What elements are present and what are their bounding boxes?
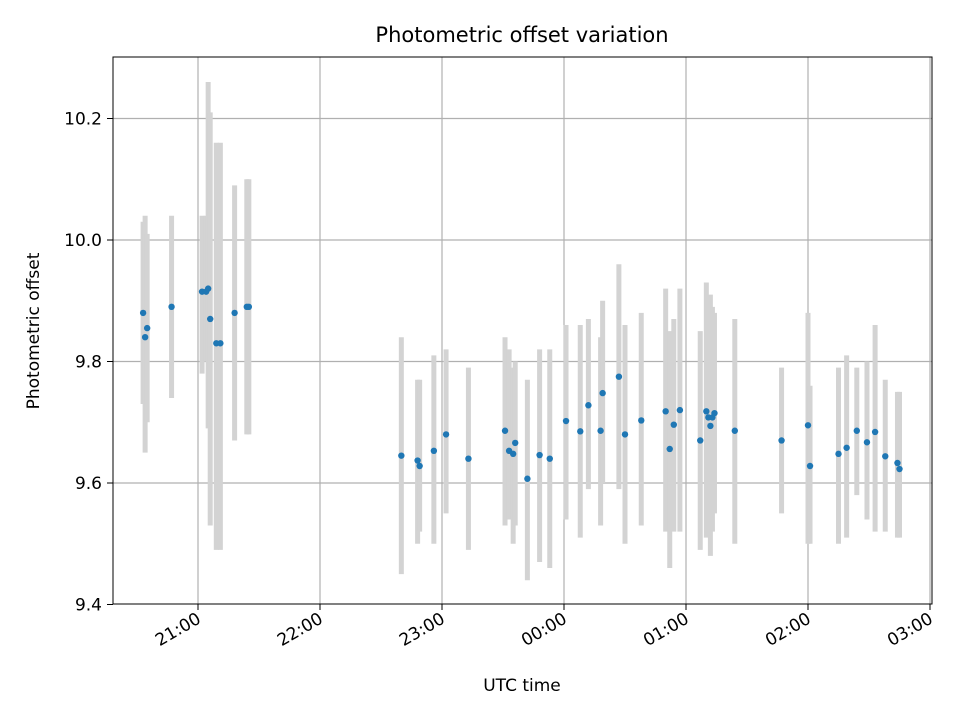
data-point [143, 324, 151, 332]
data-point [703, 408, 710, 415]
data-point [245, 303, 253, 311]
data-point [207, 315, 214, 323]
data-point [894, 459, 901, 467]
data-point [638, 417, 645, 424]
x-axis-label: UTC time [483, 676, 561, 696]
data-point [577, 428, 584, 435]
data-point [536, 451, 543, 459]
y-axis-label: Photometric offset [24, 252, 44, 409]
data-point [863, 439, 871, 446]
y-tick-label: 10.0 [64, 231, 102, 251]
data-point [501, 427, 509, 434]
data-point [204, 285, 212, 292]
plot-frame [112, 56, 933, 605]
data-point [882, 453, 889, 460]
data-point [168, 303, 175, 311]
data-point [585, 402, 592, 409]
data-point [141, 334, 149, 341]
data-point [231, 309, 238, 317]
data-point [465, 455, 472, 462]
data-point [843, 444, 850, 451]
y-tick-label: 9.4 [75, 596, 102, 616]
data-point [835, 450, 842, 458]
data-point [806, 462, 814, 470]
data-point [509, 450, 517, 458]
data-point [666, 445, 673, 453]
data-point [778, 437, 785, 444]
data-point [416, 462, 423, 470]
data-point [430, 447, 438, 455]
data-point [597, 427, 604, 434]
data-point [662, 408, 669, 415]
data-points [139, 285, 903, 482]
data-point [524, 475, 531, 482]
data-point [599, 389, 606, 397]
y-axis-ticks: 9.4 9.6 9.8 10.0 10.2 [64, 110, 113, 616]
data-point [697, 437, 704, 444]
data-point [871, 428, 879, 436]
y-tick-label: 9.8 [75, 353, 102, 373]
data-point [853, 427, 860, 434]
data-point [442, 431, 450, 438]
data-point [615, 373, 623, 380]
data-point [711, 409, 718, 417]
data-point [731, 427, 738, 434]
data-point [804, 422, 812, 429]
chart-title: Photometric offset variation [375, 23, 668, 47]
y-tick-label: 9.6 [75, 474, 102, 494]
data-point [562, 417, 570, 425]
data-point [621, 431, 629, 438]
y-tick-label: 10.2 [64, 110, 102, 130]
data-point [896, 465, 903, 473]
data-point [512, 439, 519, 447]
data-point [676, 406, 684, 414]
data-point [414, 457, 421, 464]
data-point [217, 340, 224, 347]
data-point [670, 421, 677, 428]
data-point [398, 452, 405, 459]
data-point [546, 455, 553, 462]
data-point [707, 422, 714, 430]
data-point [139, 309, 147, 317]
